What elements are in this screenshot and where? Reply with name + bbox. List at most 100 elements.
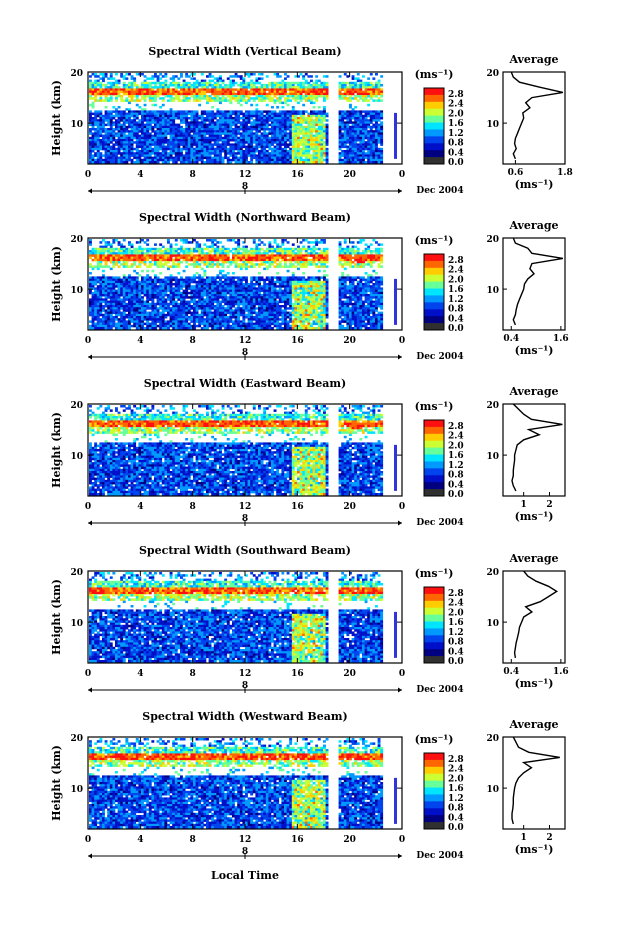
colorbar-swatch xyxy=(424,295,444,303)
profile-x-tick-label: 0.6 xyxy=(508,168,524,178)
colorbar-unit: (ms⁻¹) xyxy=(415,400,454,413)
x-tick-label: 16 xyxy=(291,669,304,679)
x-tick-label: 8 xyxy=(190,835,196,845)
y-axis-label: Height (km) xyxy=(50,579,63,655)
profile-y-tick-label: 20 xyxy=(486,69,499,79)
colorbar-swatch xyxy=(424,143,444,151)
heatmap-cells xyxy=(89,73,384,164)
colorbar-tick-label: 0.8 xyxy=(448,638,464,648)
x-tick-label: 16 xyxy=(291,170,304,180)
day-marker: 8 xyxy=(242,348,248,358)
colorbar-tick-label: 1.2 xyxy=(448,129,464,139)
panel-1: Spectral Width (Vertical Beam) 0 4 8 12 16 20 0… xyxy=(50,45,573,196)
date-label: Dec 2004 xyxy=(416,518,463,528)
colorbar-tick-label: 2.4 xyxy=(448,432,464,442)
colorbar-tick-label: 0.0 xyxy=(448,823,464,833)
profile-x-tick-label: 1.6 xyxy=(553,334,569,344)
profile-x-tick-label: 2 xyxy=(546,833,552,843)
colorbar-swatch xyxy=(424,607,444,616)
colorbar-tick-label: 1.2 xyxy=(448,295,464,305)
colorbar-swatch xyxy=(424,787,444,795)
colorbar-tick-label: 0.8 xyxy=(448,305,464,315)
colorbar-swatch xyxy=(424,815,444,823)
data-stripe xyxy=(394,112,397,159)
colorbar-swatch xyxy=(424,766,444,775)
day-marker: 8 xyxy=(242,182,248,192)
date-arrow-left xyxy=(88,354,92,360)
profile-x-tick-label: 1 xyxy=(521,500,527,510)
x-tick-label: 16 xyxy=(291,336,304,346)
y-tick-label: 10 xyxy=(70,619,83,629)
y-tick-label: 20 xyxy=(70,401,83,411)
x-tick-label: 16 xyxy=(291,502,304,512)
colorbar-tick-label: 2.4 xyxy=(448,765,464,775)
x-tick-label: 0 xyxy=(399,669,405,679)
profile-line xyxy=(511,403,563,492)
profile-line xyxy=(511,736,560,825)
x-tick-label: 0 xyxy=(399,502,405,512)
colorbar-swatch xyxy=(424,129,444,137)
profile-line xyxy=(512,237,564,326)
colorbar-swatch xyxy=(424,801,444,809)
colorbar-swatch xyxy=(424,309,444,317)
colorbar-swatch xyxy=(424,614,444,622)
colorbar-tick-label: 0.0 xyxy=(448,657,464,667)
day-marker: 8 xyxy=(242,847,248,857)
profile-x-tick-label: 0.4 xyxy=(503,667,519,677)
colorbar-swatch xyxy=(424,656,444,664)
x-tick-label: 20 xyxy=(343,502,356,512)
date-label: Dec 2004 xyxy=(416,352,463,362)
profile-x-axis-label: (ms⁻¹) xyxy=(515,510,554,523)
colorbar-tick-label: 2.8 xyxy=(448,589,464,599)
colorbar-tick-label: 0.4 xyxy=(448,647,464,657)
date-arrow-right xyxy=(398,354,402,360)
y-tick-label: 10 xyxy=(70,120,83,130)
colorbar-swatch xyxy=(424,254,444,262)
colorbar-swatch xyxy=(424,88,444,96)
heatmap-cells xyxy=(89,572,384,663)
profile-y-tick-label: 10 xyxy=(486,785,499,795)
profile-line xyxy=(513,570,559,659)
colorbar-swatch xyxy=(424,101,444,110)
date-label: Dec 2004 xyxy=(416,851,463,861)
panel-4: Spectral Width (Southward Beam) 0 4 8 12 16 20… xyxy=(50,544,569,695)
profile-x-axis-label: (ms⁻¹) xyxy=(515,843,554,856)
x-tick-label: 0 xyxy=(85,502,91,512)
profile-x-axis-label: (ms⁻¹) xyxy=(515,344,554,357)
panel-title: Spectral Width (Vertical Beam) xyxy=(148,45,341,58)
y-axis-label: Height (km) xyxy=(50,412,63,488)
day-marker: 8 xyxy=(242,681,248,691)
data-stripe xyxy=(394,278,397,325)
colorbar-swatch xyxy=(424,94,444,103)
profile-y-tick-label: 10 xyxy=(486,120,499,130)
date-label: Dec 2004 xyxy=(416,685,463,695)
panel-2: Spectral Width (Northward Beam) 0 4 8 12 16 20… xyxy=(50,211,569,362)
profile-line xyxy=(510,71,564,160)
panel-title: Spectral Width (Eastward Beam) xyxy=(144,377,346,390)
profile-x-tick-label: 1 xyxy=(521,833,527,843)
panel-title: Spectral Width (Northward Beam) xyxy=(139,211,351,224)
profile-x-tick-label: 1.8 xyxy=(557,168,573,178)
colorbar-tick-label: 2.8 xyxy=(448,422,464,432)
x-tick-label: 4 xyxy=(137,669,143,679)
colorbar-swatch xyxy=(424,773,444,782)
colorbar-tick-label: 2.8 xyxy=(448,90,464,100)
date-arrow-left xyxy=(88,687,92,693)
colorbar-tick-label: 2.4 xyxy=(448,100,464,110)
colorbar-unit: (ms⁻¹) xyxy=(415,234,454,247)
colorbar-unit: (ms⁻¹) xyxy=(415,733,454,746)
profile-x-axis-label: (ms⁻¹) xyxy=(515,178,554,191)
date-arrow-left xyxy=(88,188,92,194)
profile-y-tick-label: 20 xyxy=(486,235,499,245)
profile-title: Average xyxy=(508,552,558,565)
colorbar-tick-label: 1.6 xyxy=(448,451,464,461)
colorbar-swatch xyxy=(424,621,444,629)
x-tick-label: 12 xyxy=(239,669,252,679)
colorbar-tick-label: 1.6 xyxy=(448,119,464,129)
x-tick-label: 4 xyxy=(137,336,143,346)
x-tick-label: 4 xyxy=(137,170,143,180)
colorbar-swatch xyxy=(424,587,444,595)
colorbar-swatch xyxy=(424,136,444,144)
profile-title: Average xyxy=(508,53,558,66)
profile-title: Average xyxy=(508,385,558,398)
